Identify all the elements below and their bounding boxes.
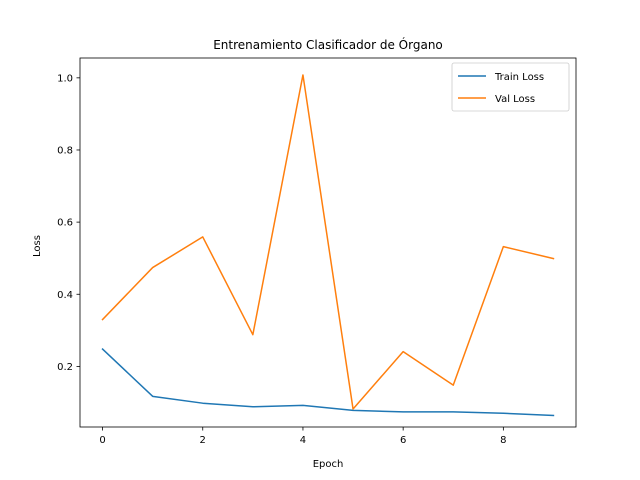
x-axis-label: Epoch [313, 459, 344, 470]
legend-label: Val Loss [495, 94, 535, 105]
y-tick-label: 0.2 [57, 362, 73, 373]
x-tick-label: 2 [200, 435, 206, 446]
legend-label: Train Loss [494, 72, 544, 83]
y-tick-label: 0.8 [57, 145, 73, 156]
legend-box [451, 62, 570, 112]
y-axis-label: Loss [32, 235, 43, 257]
chart-title: Entrenamiento Clasificador de Órgano [213, 37, 443, 52]
series-line-train-loss [101, 348, 555, 417]
x-tick-label: 4 [300, 435, 306, 446]
x-tick-label: 6 [400, 435, 406, 446]
plot-frame [79, 57, 577, 428]
x-tick-label: 0 [99, 435, 105, 446]
x-tick-label: 8 [500, 435, 506, 446]
y-tick-label: 0.4 [57, 290, 73, 301]
legend: Train Loss Val Loss [451, 62, 570, 112]
series-line-val-loss [101, 74, 555, 410]
y-tick-label: 0.6 [57, 218, 73, 229]
y-tick-label: 1.0 [57, 73, 73, 84]
